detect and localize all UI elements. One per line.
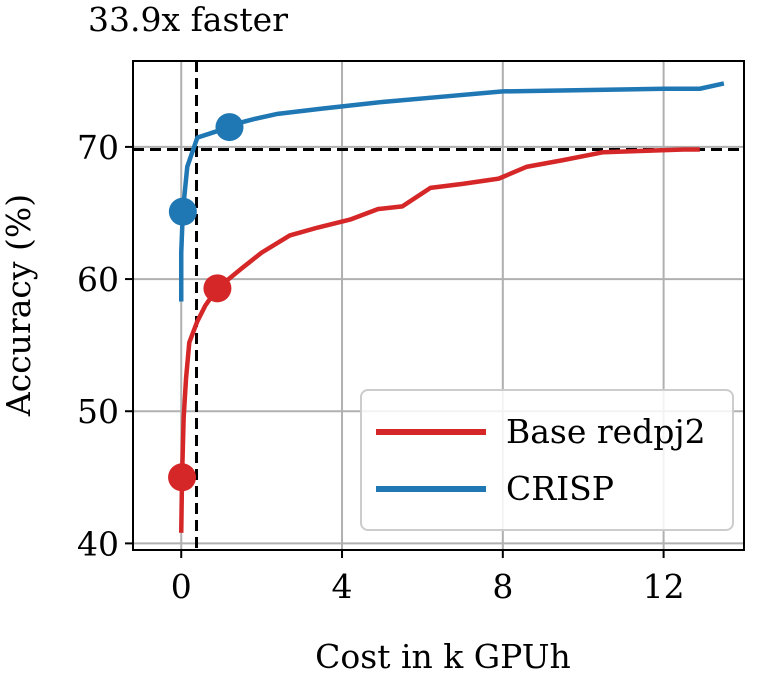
y-axis-label: Accuracy (%)	[0, 194, 38, 417]
y-tick-label: 60	[77, 260, 119, 299]
y-ticks: 40 50 60 70	[77, 128, 133, 563]
legend-label-crisp: CRISP	[506, 469, 614, 508]
x-tick-label: 8	[492, 567, 513, 606]
legend: Base redpj2 CRISP	[360, 389, 734, 531]
series-marker-base-redpj2	[203, 274, 232, 303]
reference-lines	[133, 61, 744, 550]
series-line-crisp	[178, 81, 725, 302]
series-marker-crisp	[168, 197, 197, 226]
y-tick-label: 70	[77, 128, 119, 167]
plot-frame	[132, 60, 745, 551]
legend-box	[360, 389, 734, 531]
legend-label-base-redpj2: Base redpj2	[506, 412, 706, 451]
x-tick-label: 4	[332, 567, 353, 606]
x-tick-label: 0	[171, 567, 192, 606]
x-tick-label: 12	[643, 567, 685, 606]
series-markers	[168, 113, 244, 492]
y-tick-label: 50	[77, 392, 119, 431]
series-marker-base-redpj2	[168, 463, 197, 492]
series-marker-crisp	[215, 113, 244, 142]
chart-title: 33.9x faster	[88, 0, 288, 39]
y-tick-label: 40	[77, 524, 119, 563]
series-line-base-redpj2	[178, 147, 700, 533]
series-lines	[178, 81, 725, 533]
x-axis-label: Cost in k GPUh	[315, 637, 571, 672]
x-ticks: 0 4 8 12	[171, 550, 685, 606]
